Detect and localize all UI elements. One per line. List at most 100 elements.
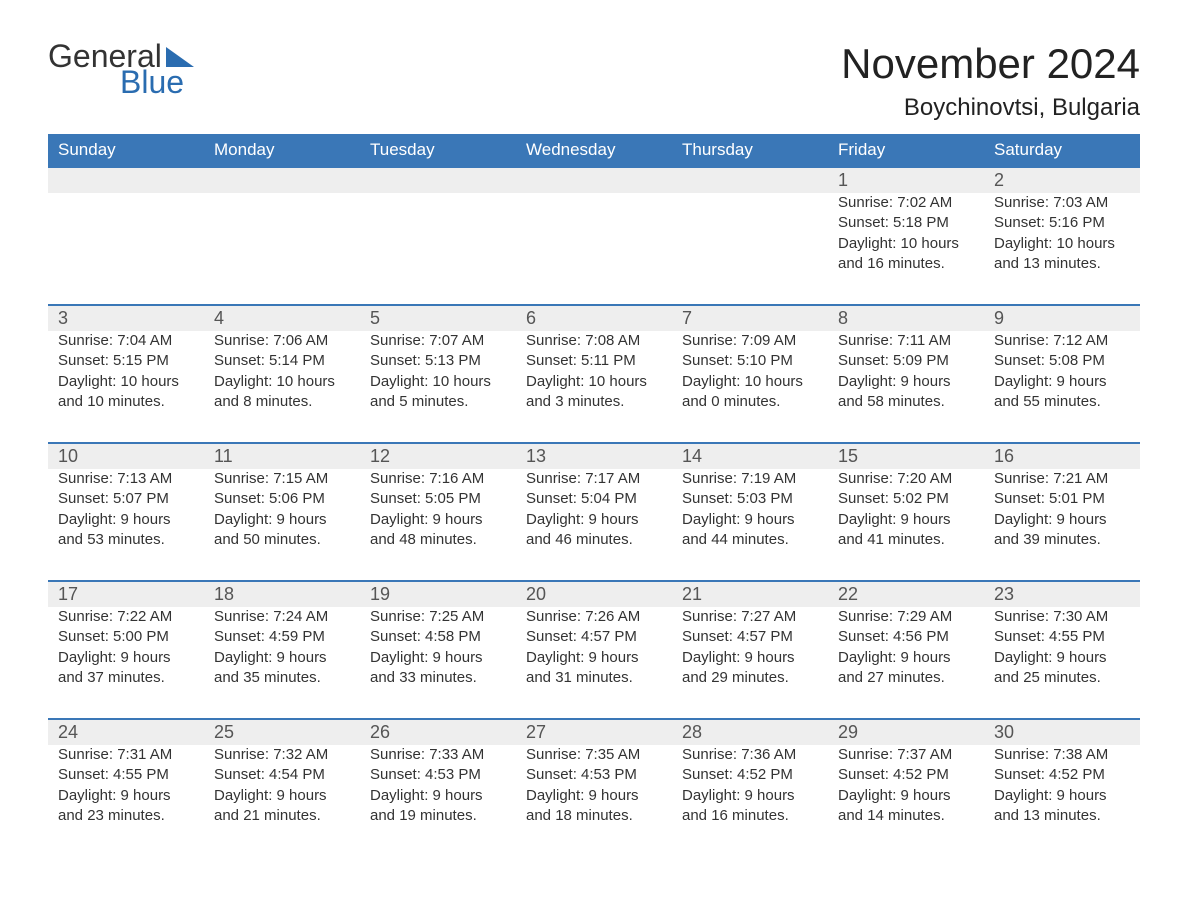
day-number <box>360 168 516 193</box>
day-dl1: Daylight: 9 hours <box>370 786 506 806</box>
day-dl2: and 48 minutes. <box>370 530 506 550</box>
day-sunrise: Sunrise: 7:12 AM <box>994 331 1130 351</box>
week-row: Sunrise: 7:31 AMSunset: 4:55 PM Daylight:… <box>48 745 1140 832</box>
day-sunrise: Sunrise: 7:16 AM <box>370 469 506 489</box>
day-cell: Sunrise: 7:15 AMSunset: 5:06 PMDaylight:… <box>204 469 360 556</box>
day-number: 8 <box>828 306 984 331</box>
day-dl2: and 29 minutes. <box>682 668 818 688</box>
day-dl1: Daylight: 9 hours <box>526 510 662 530</box>
week-daynum-row: 10111213141516 <box>48 442 1140 469</box>
day-cell <box>516 193 672 280</box>
day-dl1: Daylight: 10 hours <box>58 372 194 392</box>
day-cell <box>360 193 516 280</box>
day-dl2: and 23 minutes. <box>58 806 194 826</box>
dow-monday: Monday <box>204 134 360 166</box>
week-daynum-row: 12 <box>48 166 1140 193</box>
day-cell: Sunrise: 7:33 AMSunset: 4:53 PMDaylight:… <box>360 745 516 832</box>
day-dl2: and 39 minutes. <box>994 530 1130 550</box>
day-number <box>48 168 204 193</box>
week-row: Sunrise: 7:13 AMSunset: 5:07 PMDaylight:… <box>48 469 1140 556</box>
day-number: 27 <box>516 720 672 745</box>
day-number: 17 <box>48 582 204 607</box>
day-dl1: Daylight: 10 hours <box>370 372 506 392</box>
day-sunrise: Sunrise: 7:21 AM <box>994 469 1130 489</box>
logo: General Blue <box>48 40 194 98</box>
day-dl2: and 13 minutes. <box>994 806 1130 826</box>
day-sunset: Sunset: 5:15 PM <box>58 351 194 371</box>
day-dl1: Daylight: 9 hours <box>526 786 662 806</box>
day-sunrise: Sunrise: 7:22 AM <box>58 607 194 627</box>
day-number: 18 <box>204 582 360 607</box>
day-sunrise: Sunrise: 7:36 AM <box>682 745 818 765</box>
dow-sunday: Sunday <box>48 134 204 166</box>
day-cell: Sunrise: 7:31 AMSunset: 4:55 PMDaylight:… <box>48 745 204 832</box>
day-number: 14 <box>672 444 828 469</box>
week-row: Sunrise: 7:04 AMSunset: 5:15 PMDaylight:… <box>48 331 1140 418</box>
day-number: 28 <box>672 720 828 745</box>
day-dl2: and 46 minutes. <box>526 530 662 550</box>
day-sunset: Sunset: 4:53 PM <box>526 765 662 785</box>
day-cell: Sunrise: 7:29 AMSunset: 4:56 PMDaylight:… <box>828 607 984 694</box>
day-cell: Sunrise: 7:02 AMSunset: 5:18 PMDaylight:… <box>828 193 984 280</box>
day-dl1: Daylight: 10 hours <box>838 234 974 254</box>
day-sunrise: Sunrise: 7:11 AM <box>838 331 974 351</box>
weeks-container: 12Sunrise: 7:02 AMSunset: 5:18 PMDayligh… <box>48 166 1140 832</box>
day-dl2: and 58 minutes. <box>838 392 974 412</box>
day-cell: Sunrise: 7:27 AMSunset: 4:57 PMDaylight:… <box>672 607 828 694</box>
day-dl2: and 16 minutes. <box>838 254 974 274</box>
day-sunset: Sunset: 5:02 PM <box>838 489 974 509</box>
day-sunset: Sunset: 4:55 PM <box>994 627 1130 647</box>
day-dl2: and 13 minutes. <box>994 254 1130 274</box>
day-dl1: Daylight: 9 hours <box>838 648 974 668</box>
day-sunrise: Sunrise: 7:13 AM <box>58 469 194 489</box>
day-cell <box>672 193 828 280</box>
day-sunrise: Sunrise: 7:19 AM <box>682 469 818 489</box>
day-sunset: Sunset: 5:08 PM <box>994 351 1130 371</box>
day-sunrise: Sunrise: 7:38 AM <box>994 745 1130 765</box>
day-sunrise: Sunrise: 7:20 AM <box>838 469 974 489</box>
day-dl1: Daylight: 9 hours <box>994 786 1130 806</box>
day-dl1: Daylight: 9 hours <box>838 372 974 392</box>
day-number <box>672 168 828 193</box>
day-dl1: Daylight: 9 hours <box>370 648 506 668</box>
day-number <box>204 168 360 193</box>
day-cell: Sunrise: 7:12 AMSunset: 5:08 PMDaylight:… <box>984 331 1140 418</box>
day-sunrise: Sunrise: 7:32 AM <box>214 745 350 765</box>
dow-thursday: Thursday <box>672 134 828 166</box>
day-cell: Sunrise: 7:35 AMSunset: 4:53 PMDaylight:… <box>516 745 672 832</box>
day-dl2: and 14 minutes. <box>838 806 974 826</box>
week-daynum-row: 3456789 <box>48 304 1140 331</box>
calendar: Sunday Monday Tuesday Wednesday Thursday… <box>48 134 1140 832</box>
day-number: 11 <box>204 444 360 469</box>
dow-friday: Friday <box>828 134 984 166</box>
day-sunrise: Sunrise: 7:35 AM <box>526 745 662 765</box>
day-cell: Sunrise: 7:21 AMSunset: 5:01 PMDaylight:… <box>984 469 1140 556</box>
day-dl2: and 25 minutes. <box>994 668 1130 688</box>
day-number: 24 <box>48 720 204 745</box>
day-number: 6 <box>516 306 672 331</box>
day-dl2: and 33 minutes. <box>370 668 506 688</box>
day-sunrise: Sunrise: 7:25 AM <box>370 607 506 627</box>
day-cell: Sunrise: 7:36 AMSunset: 4:52 PMDaylight:… <box>672 745 828 832</box>
day-cell: Sunrise: 7:37 AMSunset: 4:52 PMDaylight:… <box>828 745 984 832</box>
day-cell: Sunrise: 7:17 AMSunset: 5:04 PMDaylight:… <box>516 469 672 556</box>
day-number: 3 <box>48 306 204 331</box>
day-number: 5 <box>360 306 516 331</box>
day-dl2: and 18 minutes. <box>526 806 662 826</box>
day-cell: Sunrise: 7:24 AMSunset: 4:59 PMDaylight:… <box>204 607 360 694</box>
day-number: 25 <box>204 720 360 745</box>
day-dl1: Daylight: 9 hours <box>994 648 1130 668</box>
dow-wednesday: Wednesday <box>516 134 672 166</box>
day-dl1: Daylight: 10 hours <box>526 372 662 392</box>
day-number: 16 <box>984 444 1140 469</box>
day-cell: Sunrise: 7:03 AMSunset: 5:16 PMDaylight:… <box>984 193 1140 280</box>
day-sunset: Sunset: 5:09 PM <box>838 351 974 371</box>
day-dl2: and 53 minutes. <box>58 530 194 550</box>
day-dl1: Daylight: 9 hours <box>214 510 350 530</box>
day-sunrise: Sunrise: 7:31 AM <box>58 745 194 765</box>
day-number <box>516 168 672 193</box>
day-sunrise: Sunrise: 7:24 AM <box>214 607 350 627</box>
day-sunset: Sunset: 4:57 PM <box>682 627 818 647</box>
day-sunrise: Sunrise: 7:06 AM <box>214 331 350 351</box>
day-sunset: Sunset: 4:55 PM <box>58 765 194 785</box>
